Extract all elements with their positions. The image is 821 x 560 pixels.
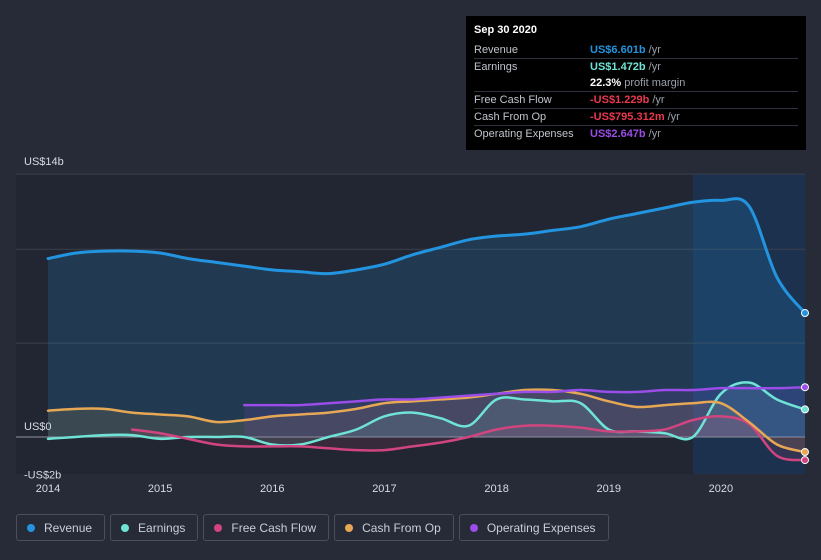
legend-item-label: Free Cash Flow — [231, 520, 317, 535]
x-tick-label: 2015 — [148, 483, 172, 495]
dot-icon — [27, 523, 35, 532]
legend-item-label: Cash From Op — [362, 520, 441, 535]
dot-icon — [469, 523, 478, 532]
series-end-markers — [801, 309, 809, 465]
plot-background — [16, 174, 693, 474]
legend-item-free-cash-flow[interactable]: Free Cash Flow — [203, 514, 330, 541]
tooltip-row: Cash From Op -US$795.312m/yr — [474, 108, 798, 125]
x-axis-labels: 2014 2015 2016 2017 2018 2019 2020 — [36, 483, 733, 495]
line-revenue — [46, 197, 807, 315]
legend-item-operating-expenses[interactable]: Operating Expenses — [458, 514, 609, 541]
tooltip-row-value: 22.3% — [590, 77, 622, 89]
line-earnings — [46, 381, 807, 447]
legend-item-label: Revenue — [44, 520, 93, 535]
y-axis-labels: US$14b US$0 -US$2b — [24, 156, 64, 481]
tooltip-row-value: US$6.601b — [590, 44, 646, 56]
tooltip-row: Revenue US$6.601b/yr — [474, 42, 798, 58]
tooltip-row-unit: /yr — [648, 44, 661, 56]
x-tick-label: 2019 — [596, 483, 620, 495]
end-marker-revenue — [801, 309, 809, 318]
tooltip-panel: Sep 30 2020 Revenue US$6.601b/yr Earnings U… — [466, 16, 806, 150]
tooltip-row-unit: /yr — [667, 111, 680, 123]
tooltip-rows: Revenue US$6.601b/yr Earnings US$1.472b/yr 2… — [474, 42, 798, 142]
tooltip-row-label: Free Cash Flow — [474, 94, 552, 106]
tooltip-row-value: US$1.472b — [590, 61, 646, 73]
tooltip-row: Free Cash Flow -US$1.229b/yr — [474, 91, 798, 108]
y-tick-label: US$0 — [24, 421, 52, 433]
tooltip-row-value: -US$1.229b — [590, 94, 650, 106]
x-tick-label: 2016 — [260, 483, 284, 495]
end-marker-earnings — [801, 405, 809, 414]
dot-icon — [345, 523, 354, 532]
tooltip-date: Sep 30 2020 — [474, 24, 537, 36]
legend-item-label: Operating Expenses — [486, 520, 596, 535]
x-tick-label: 2014 — [36, 483, 60, 495]
series-lines — [46, 197, 807, 462]
tooltip-row-label: Cash From Op — [474, 111, 547, 123]
legend-item-revenue[interactable]: Revenue — [16, 514, 106, 541]
end-marker-cash-from-op — [801, 448, 809, 457]
tooltip-row-unit: /yr — [648, 61, 661, 73]
tooltip-row: Operating Expenses US$2.647b/yr — [474, 125, 798, 142]
legend-item-label: Earnings — [138, 520, 186, 535]
tooltip-row-value: -US$795.312m — [590, 111, 665, 123]
end-marker-free-cash-flow — [801, 456, 809, 465]
x-tick-label: 2020 — [709, 483, 733, 495]
end-marker-operating-expenses — [801, 383, 809, 392]
tooltip-row-unit: /yr — [648, 128, 661, 140]
x-tick-label: 2017 — [372, 483, 396, 495]
y-tick-label: -US$2b — [24, 470, 61, 482]
tooltip-row-unit: profit margin — [624, 77, 686, 89]
tooltip-row-label: Operating Expenses — [474, 128, 574, 140]
dot-icon — [214, 523, 223, 532]
dot-icon — [121, 523, 130, 532]
tooltip-row-label — [474, 75, 590, 91]
chart-legend: Revenue Earnings Free Cash Flow Cash From O… — [16, 514, 609, 541]
legend-item-cash-from-op[interactable]: Cash From Op — [334, 514, 454, 541]
legend-item-earnings[interactable]: Earnings — [110, 514, 199, 541]
area-revenue — [48, 198, 805, 437]
line-free-cash-flow — [130, 414, 807, 462]
y-tick-label: US$14b — [24, 156, 64, 168]
tooltip-row: Earnings US$1.472b/yr — [474, 58, 798, 75]
line-operating-expenses — [243, 385, 807, 407]
tooltip-row-label: Revenue — [474, 44, 519, 56]
tooltip-row-value: US$2.647b — [590, 128, 646, 140]
line-cash-from-op — [46, 388, 807, 454]
area-free-cash-flow — [132, 416, 806, 461]
tooltip-row-unit: /yr — [652, 94, 665, 106]
tooltip-row-label: Earnings — [474, 61, 518, 73]
tooltip-row: 22.3% profit margin — [474, 75, 798, 91]
x-tick-label: 2018 — [484, 483, 508, 495]
